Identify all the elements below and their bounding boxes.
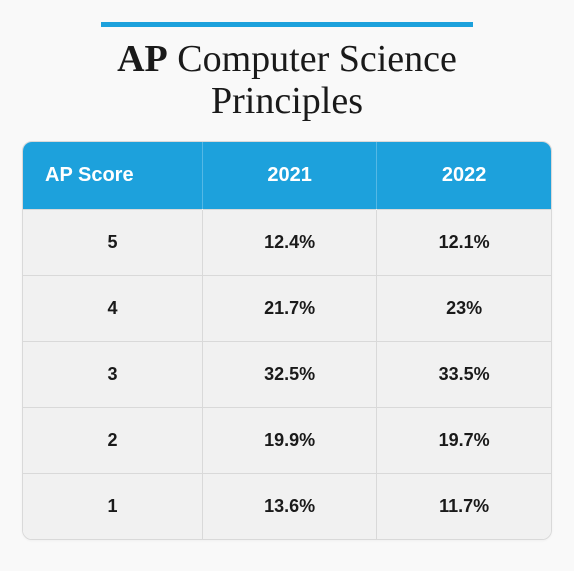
cell-score: 4 [23, 275, 203, 341]
cell-score: 5 [23, 209, 203, 275]
accent-bar [101, 22, 473, 27]
cell-2022: 23% [377, 275, 551, 341]
score-table-card: AP Score 2021 2022 5 12.4% 12.1% 4 21.7%… [22, 141, 552, 540]
table-row: 4 21.7% 23% [23, 275, 551, 341]
cell-score: 2 [23, 407, 203, 473]
page-title: AP Computer Science Principles [117, 39, 457, 123]
table-row: 5 12.4% 12.1% [23, 209, 551, 275]
col-header-2021: 2021 [203, 142, 377, 210]
cell-2022: 33.5% [377, 341, 551, 407]
cell-2021: 13.6% [203, 473, 377, 539]
col-header-score: AP Score [23, 142, 203, 210]
title-bold: AP [117, 38, 168, 80]
cell-score: 3 [23, 341, 203, 407]
cell-2021: 19.9% [203, 407, 377, 473]
title-line-2: Principles [211, 80, 363, 122]
table-body: 5 12.4% 12.1% 4 21.7% 23% 3 32.5% 33.5% … [23, 209, 551, 539]
cell-2021: 32.5% [203, 341, 377, 407]
cell-score: 1 [23, 473, 203, 539]
cell-2022: 11.7% [377, 473, 551, 539]
col-header-2022: 2022 [377, 142, 551, 210]
cell-2021: 21.7% [203, 275, 377, 341]
table-header-row: AP Score 2021 2022 [23, 142, 551, 210]
cell-2022: 12.1% [377, 209, 551, 275]
cell-2022: 19.7% [377, 407, 551, 473]
title-rest-1: Computer Science [168, 38, 457, 80]
cell-2021: 12.4% [203, 209, 377, 275]
table-row: 2 19.9% 19.7% [23, 407, 551, 473]
table-row: 3 32.5% 33.5% [23, 341, 551, 407]
table-row: 1 13.6% 11.7% [23, 473, 551, 539]
score-table: AP Score 2021 2022 5 12.4% 12.1% 4 21.7%… [23, 142, 551, 539]
